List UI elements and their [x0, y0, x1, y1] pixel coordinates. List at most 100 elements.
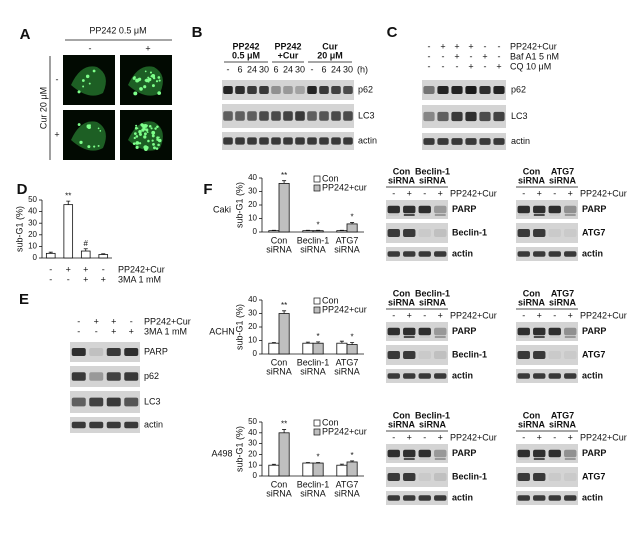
blot-band [533, 373, 546, 379]
puncta [157, 143, 160, 147]
blot-band [71, 397, 86, 407]
blot-band [465, 111, 477, 122]
blot [386, 247, 448, 261]
blot-band [479, 86, 491, 94]
blot-band [517, 373, 530, 379]
blot-band [549, 336, 561, 338]
blot-band [564, 449, 577, 458]
puncta [141, 123, 144, 126]
blot-band [451, 138, 463, 145]
protein-label: PARP [582, 204, 606, 214]
blot-band [259, 137, 269, 145]
blot-band [533, 449, 546, 458]
time-label: 30 [343, 64, 353, 74]
blot-band [418, 449, 431, 458]
y-tick-label: 20 [28, 230, 37, 239]
bar [302, 462, 314, 477]
sign: - [428, 61, 431, 71]
y-tick-label: 20 [248, 200, 257, 209]
blot [386, 444, 448, 463]
bar [346, 344, 358, 355]
puncta [139, 87, 143, 91]
blot-band [533, 251, 546, 257]
blot-band [493, 138, 505, 145]
blot [516, 223, 578, 243]
legend-swatch [313, 428, 321, 436]
puncta [143, 132, 147, 136]
protein-label: PARP [144, 346, 168, 356]
sign: + [407, 188, 412, 198]
group-header: ATG7 [551, 288, 574, 298]
blot-band [106, 348, 121, 356]
puncta [153, 146, 156, 150]
blot-band [517, 473, 530, 481]
blot-band [259, 86, 269, 94]
puncta [77, 123, 81, 126]
puncta [156, 125, 159, 129]
blot-band [235, 86, 245, 94]
y-tick-label: 40 [28, 207, 37, 216]
protein-label: p62 [358, 84, 373, 94]
sign: - [130, 316, 133, 326]
sign: + [454, 41, 459, 51]
y-tick-label: 30 [28, 218, 37, 227]
error-bar [305, 462, 310, 464]
blot-band [434, 458, 446, 460]
blot-band [548, 327, 561, 336]
blot-band [387, 495, 400, 501]
blot-band [319, 111, 329, 121]
puncta [146, 131, 149, 134]
blot-band [71, 372, 86, 381]
blot-band [548, 373, 561, 379]
blot-band [533, 495, 546, 501]
sign: + [537, 310, 542, 320]
blot-band [548, 229, 561, 237]
puncta [138, 133, 141, 135]
y-tick-label: 30 [248, 187, 257, 196]
puncta [152, 142, 155, 146]
blot-band [418, 351, 431, 359]
sign: - [392, 432, 395, 442]
time-unit: (h) [357, 64, 368, 74]
blot-band [564, 327, 577, 336]
x-tick-label: Beclin-1 [297, 479, 330, 489]
error-bar [101, 253, 106, 255]
protein-label: actin [144, 419, 163, 429]
significance: * [351, 333, 354, 342]
x-tick-label: Con [271, 479, 288, 489]
significance: # [84, 239, 89, 248]
blot-band [307, 86, 317, 94]
time-label: 30 [295, 64, 305, 74]
x-tick-label: siRNA [300, 366, 326, 376]
blot-band [388, 336, 400, 338]
blot-band [418, 373, 431, 379]
blot-band [89, 421, 104, 429]
puncta [137, 77, 142, 81]
blot-band [343, 111, 353, 121]
sign: - [442, 61, 445, 71]
sign: - [428, 51, 431, 61]
sign: - [553, 188, 556, 198]
blot-band [434, 251, 447, 257]
protein-label: p62 [511, 84, 526, 94]
time-label: 24 [283, 64, 293, 74]
condition-label: PP242+Cur [118, 264, 165, 274]
puncta [143, 85, 147, 89]
puncta [132, 142, 136, 146]
condition-label: PP242+Cur [580, 310, 627, 320]
blot-band [403, 373, 416, 379]
significance: ** [281, 420, 287, 429]
protein-label: actin [511, 136, 530, 146]
y-axis-label: sub-G1 (%) [234, 182, 244, 228]
y-tick-label: 0 [253, 349, 258, 358]
blot-band [533, 327, 546, 336]
sign: - [77, 316, 80, 326]
puncta [151, 139, 154, 142]
blot-band [283, 137, 293, 145]
blot-band [564, 251, 577, 257]
blot-band [419, 336, 431, 338]
sign: + [537, 188, 542, 198]
group-header: siRNA [419, 419, 447, 429]
significance: * [351, 451, 354, 460]
group-header: Con [393, 410, 411, 420]
